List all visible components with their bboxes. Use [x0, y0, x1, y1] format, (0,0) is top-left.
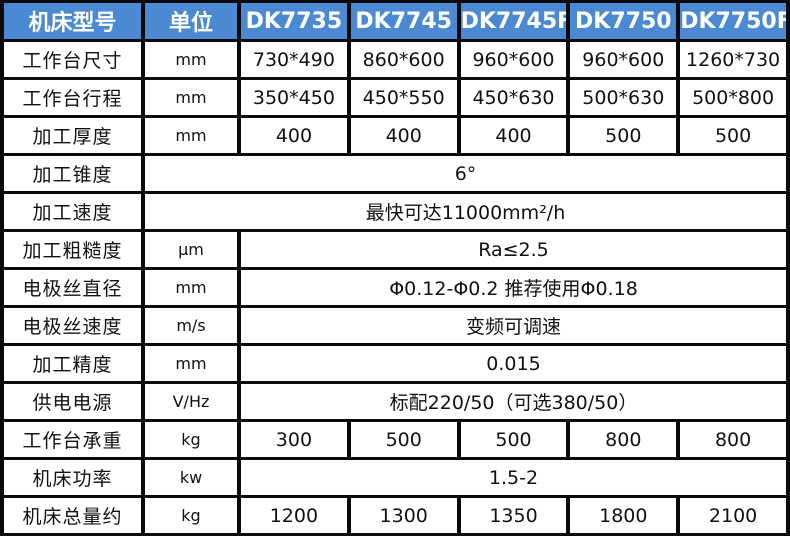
- unit-cell: mm: [145, 118, 237, 153]
- value-cell: 1800: [570, 498, 677, 533]
- value-cell: 800: [680, 422, 786, 457]
- table-row: 工作台承重 kg 300 500 500 800 800: [4, 422, 786, 457]
- value-cell: 350*450: [241, 80, 347, 115]
- table-row: 加工精度 mm 0.015: [4, 346, 786, 381]
- table-row: 加工粗糙度 μm Ra≤2.5: [4, 232, 786, 267]
- value-cell: 变频可调速: [241, 308, 786, 343]
- row-label: 电极丝速度: [4, 308, 141, 343]
- header-cell: DK7745F: [460, 3, 567, 39]
- row-label: 供电电源: [4, 384, 141, 419]
- value-cell: 960*600: [570, 42, 677, 77]
- value-cell: 960*600: [460, 42, 567, 77]
- value-cell: 标配220/50（可选380/50）: [241, 384, 786, 419]
- value-cell: Ra≤2.5: [241, 232, 786, 267]
- unit-cell: mm: [145, 270, 237, 305]
- value-cell: 500: [350, 422, 457, 457]
- row-label: 加工厚度: [4, 118, 141, 153]
- value-cell: 300: [241, 422, 347, 457]
- row-label: 工作台行程: [4, 80, 141, 115]
- value-cell: 730*490: [241, 42, 347, 77]
- value-cell: 2100: [680, 498, 786, 533]
- value-cell: 6°: [145, 156, 786, 191]
- row-label: 加工速度: [4, 194, 141, 229]
- value-cell: 860*600: [350, 42, 457, 77]
- row-label: 加工粗糙度: [4, 232, 141, 267]
- header-cell: DK7735: [241, 3, 347, 39]
- row-label: 电极丝直径: [4, 270, 141, 305]
- value-cell: 500*800: [680, 80, 786, 115]
- unit-cell: m/s: [145, 308, 237, 343]
- table-row: 电极丝直径 mm Φ0.12-Φ0.2 推荐使用Φ0.18: [4, 270, 786, 305]
- unit-cell: kg: [145, 498, 237, 533]
- unit-cell: kw: [145, 460, 237, 495]
- header-cell: DK7750F: [680, 3, 786, 39]
- header-cell: 机床型号: [4, 3, 141, 39]
- value-cell: 400: [241, 118, 347, 153]
- header-cell: DK7745: [350, 3, 457, 39]
- table-row: 机床总量约 kg 1200 1300 1350 1800 2100: [4, 498, 786, 533]
- value-cell: 1200: [241, 498, 347, 533]
- table-row: 电极丝速度 m/s 变频可调速: [4, 308, 786, 343]
- value-cell: 400: [350, 118, 457, 153]
- value-cell: 500: [680, 118, 786, 153]
- value-cell: Φ0.12-Φ0.2 推荐使用Φ0.18: [241, 270, 786, 305]
- row-label: 工作台承重: [4, 422, 141, 457]
- row-label: 工作台尺寸: [4, 42, 141, 77]
- unit-cell: mm: [145, 80, 237, 115]
- value-cell: 450*550: [350, 80, 457, 115]
- unit-cell: V/Hz: [145, 384, 237, 419]
- unit-cell: mm: [145, 42, 237, 77]
- header-row: 机床型号 单位 DK7735 DK7745 DK7745F DK7750 DK7750F: [4, 3, 786, 39]
- value-cell: 0.015: [241, 346, 786, 381]
- table-row: 供电电源 V/Hz 标配220/50（可选380/50）: [4, 384, 786, 419]
- value-cell: 500: [460, 422, 567, 457]
- table-row: 加工厚度 mm 400 400 400 500 500: [4, 118, 786, 153]
- unit-cell: kg: [145, 422, 237, 457]
- value-cell: 500: [570, 118, 677, 153]
- table-row: 加工速度 最快可达11000mm²/h: [4, 194, 786, 229]
- value-cell: 500*630: [570, 80, 677, 115]
- row-label: 加工精度: [4, 346, 141, 381]
- table-row: 机床功率 kw 1.5-2: [4, 460, 786, 495]
- unit-cell: μm: [145, 232, 237, 267]
- table-row: 工作台行程 mm 350*450 450*550 450*630 500*630 500*8…: [4, 80, 786, 115]
- header-cell: DK7750: [570, 3, 677, 39]
- row-label: 加工锥度: [4, 156, 141, 191]
- unit-cell: mm: [145, 346, 237, 381]
- value-cell: 1300: [350, 498, 457, 533]
- header-cell: 单位: [145, 3, 237, 39]
- value-cell: 1.5-2: [241, 460, 786, 495]
- value-cell: 最快可达11000mm²/h: [145, 194, 786, 229]
- table-row: 加工锥度 6°: [4, 156, 786, 191]
- row-label: 机床总量约: [4, 498, 141, 533]
- value-cell: 800: [570, 422, 677, 457]
- value-cell: 450*630: [460, 80, 567, 115]
- value-cell: 400: [460, 118, 567, 153]
- table-row: 工作台尺寸 mm 730*490 860*600 960*600 960*600 1260*…: [4, 42, 786, 77]
- row-label: 机床功率: [4, 460, 141, 495]
- value-cell: 1260*730: [680, 42, 786, 77]
- value-cell: 1350: [460, 498, 567, 533]
